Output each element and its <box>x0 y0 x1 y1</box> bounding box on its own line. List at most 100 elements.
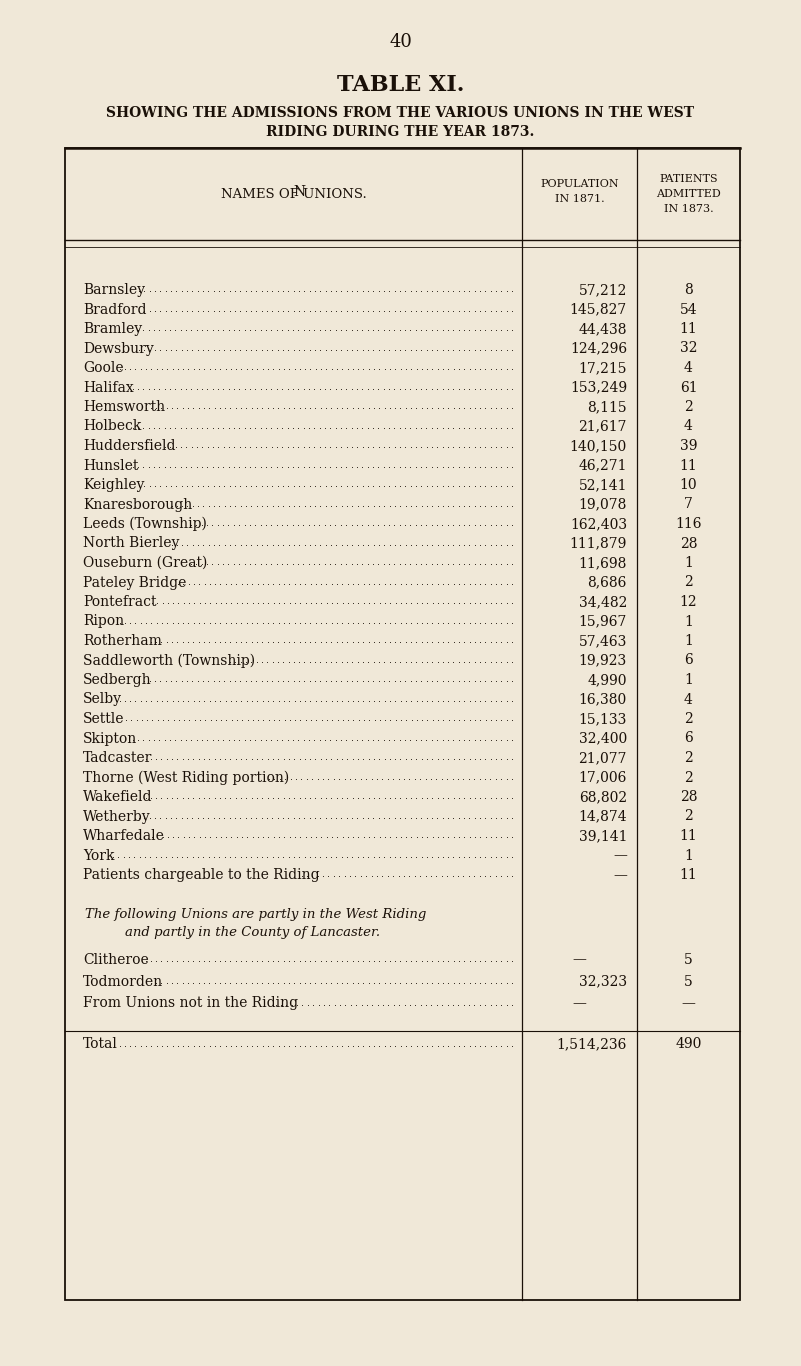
Text: 2: 2 <box>684 770 693 784</box>
Text: 124,296: 124,296 <box>570 342 627 355</box>
Bar <box>65 148 740 1300</box>
Text: Total: Total <box>83 1038 118 1052</box>
Text: 57,463: 57,463 <box>578 634 627 647</box>
Text: 32,323: 32,323 <box>579 974 627 989</box>
Text: 15,967: 15,967 <box>578 615 627 628</box>
Text: 140,150: 140,150 <box>570 438 627 454</box>
Text: 8,686: 8,686 <box>588 575 627 590</box>
Text: 19,923: 19,923 <box>579 653 627 668</box>
Text: POPULATION: POPULATION <box>540 179 619 189</box>
Text: Skipton: Skipton <box>83 732 137 746</box>
Text: 16,380: 16,380 <box>579 693 627 706</box>
Text: Hunslet: Hunslet <box>83 459 139 473</box>
Text: Leeds (Township): Leeds (Township) <box>83 516 207 531</box>
Text: Pontefract: Pontefract <box>83 596 156 609</box>
Text: RIDING DURING THE YEAR 1873.: RIDING DURING THE YEAR 1873. <box>266 126 535 139</box>
Text: 6: 6 <box>684 732 693 746</box>
Text: Sedbergh: Sedbergh <box>83 673 151 687</box>
Text: North Bierley: North Bierley <box>83 537 179 550</box>
Text: 4: 4 <box>684 419 693 433</box>
Text: 4: 4 <box>684 693 693 706</box>
Text: 28: 28 <box>680 790 697 805</box>
Text: 46,271: 46,271 <box>578 459 627 473</box>
Text: 2: 2 <box>684 751 693 765</box>
Text: Todmorden: Todmorden <box>83 974 163 989</box>
Text: 61: 61 <box>680 381 698 395</box>
Text: N: N <box>293 184 306 199</box>
Text: ADMITTED: ADMITTED <box>656 189 721 199</box>
Text: 8: 8 <box>684 283 693 296</box>
Text: Halifax: Halifax <box>83 381 134 395</box>
Text: 1: 1 <box>684 673 693 687</box>
Text: Knaresborough: Knaresborough <box>83 497 192 511</box>
Text: 5: 5 <box>684 952 693 967</box>
Text: 1: 1 <box>684 556 693 570</box>
Text: 1: 1 <box>684 615 693 628</box>
Text: and partly in the County of Lancaster.: and partly in the County of Lancaster. <box>125 926 380 938</box>
Text: 40: 40 <box>389 33 412 51</box>
Text: Patients chargeable to the Riding: Patients chargeable to the Riding <box>83 867 320 882</box>
Text: 44,438: 44,438 <box>578 322 627 336</box>
Text: 11,698: 11,698 <box>578 556 627 570</box>
Text: 11: 11 <box>679 829 698 843</box>
Text: —: — <box>613 848 627 862</box>
Text: 21,617: 21,617 <box>578 419 627 433</box>
Text: Pateley Bridge: Pateley Bridge <box>83 575 187 590</box>
Text: 2: 2 <box>684 400 693 414</box>
Text: Wakefield: Wakefield <box>83 790 152 805</box>
Text: 5: 5 <box>684 974 693 989</box>
Text: SHOWING THE ADMISSIONS FROM THE VARIOUS UNIONS IN THE WEST: SHOWING THE ADMISSIONS FROM THE VARIOUS … <box>107 107 694 120</box>
Text: 162,403: 162,403 <box>570 516 627 531</box>
Text: Wetherby: Wetherby <box>83 810 151 824</box>
Text: Hemsworth: Hemsworth <box>83 400 165 414</box>
Text: Dewsbury: Dewsbury <box>83 342 154 355</box>
Text: 11: 11 <box>679 322 698 336</box>
Text: IN 1871.: IN 1871. <box>554 194 604 204</box>
Text: TABLE XI.: TABLE XI. <box>336 74 465 96</box>
Text: 28: 28 <box>680 537 697 550</box>
Text: NAMES OF UNIONS.: NAMES OF UNIONS. <box>220 187 366 201</box>
Text: Bradford: Bradford <box>83 302 147 317</box>
Text: Bramley: Bramley <box>83 322 142 336</box>
Text: 11: 11 <box>679 867 698 882</box>
Text: 490: 490 <box>675 1038 702 1052</box>
Text: 111,879: 111,879 <box>570 537 627 550</box>
Text: Wharfedale: Wharfedale <box>83 829 165 843</box>
Text: 39,141: 39,141 <box>578 829 627 843</box>
Text: Saddleworth (Township): Saddleworth (Township) <box>83 653 256 668</box>
Text: The following Unions are partly in the West Riding: The following Unions are partly in the W… <box>85 908 426 921</box>
Text: 7: 7 <box>684 497 693 511</box>
Text: 14,874: 14,874 <box>578 810 627 824</box>
Text: IN 1873.: IN 1873. <box>664 204 714 214</box>
Text: 1: 1 <box>684 848 693 862</box>
Text: 17,006: 17,006 <box>578 770 627 784</box>
Text: 153,249: 153,249 <box>570 381 627 395</box>
Text: 17,215: 17,215 <box>578 361 627 376</box>
Text: 21,077: 21,077 <box>578 751 627 765</box>
Text: York: York <box>83 848 115 862</box>
Text: From Unions not in the Riding: From Unions not in the Riding <box>83 997 298 1011</box>
Text: 4: 4 <box>684 361 693 376</box>
Text: Ripon: Ripon <box>83 615 124 628</box>
Text: Ouseburn (Great): Ouseburn (Great) <box>83 556 207 570</box>
Text: 2: 2 <box>684 810 693 824</box>
Text: Keighley: Keighley <box>83 478 144 492</box>
Text: —: — <box>573 952 586 967</box>
Text: 145,827: 145,827 <box>570 302 627 317</box>
Text: 68,802: 68,802 <box>579 790 627 805</box>
Text: 11: 11 <box>679 459 698 473</box>
Text: 1: 1 <box>684 634 693 647</box>
Text: Goole: Goole <box>83 361 123 376</box>
Text: 19,078: 19,078 <box>578 497 627 511</box>
Text: Rotherham: Rotherham <box>83 634 162 647</box>
Text: 57,212: 57,212 <box>578 283 627 296</box>
Text: PATIENTS: PATIENTS <box>659 173 718 184</box>
Text: 15,133: 15,133 <box>578 712 627 725</box>
Text: —: — <box>573 997 586 1011</box>
Text: 2: 2 <box>684 712 693 725</box>
Text: 1,514,236: 1,514,236 <box>557 1038 627 1052</box>
Text: Tadcaster: Tadcaster <box>83 751 152 765</box>
Text: 12: 12 <box>680 596 698 609</box>
Text: 39: 39 <box>680 438 697 454</box>
Text: 32: 32 <box>680 342 697 355</box>
